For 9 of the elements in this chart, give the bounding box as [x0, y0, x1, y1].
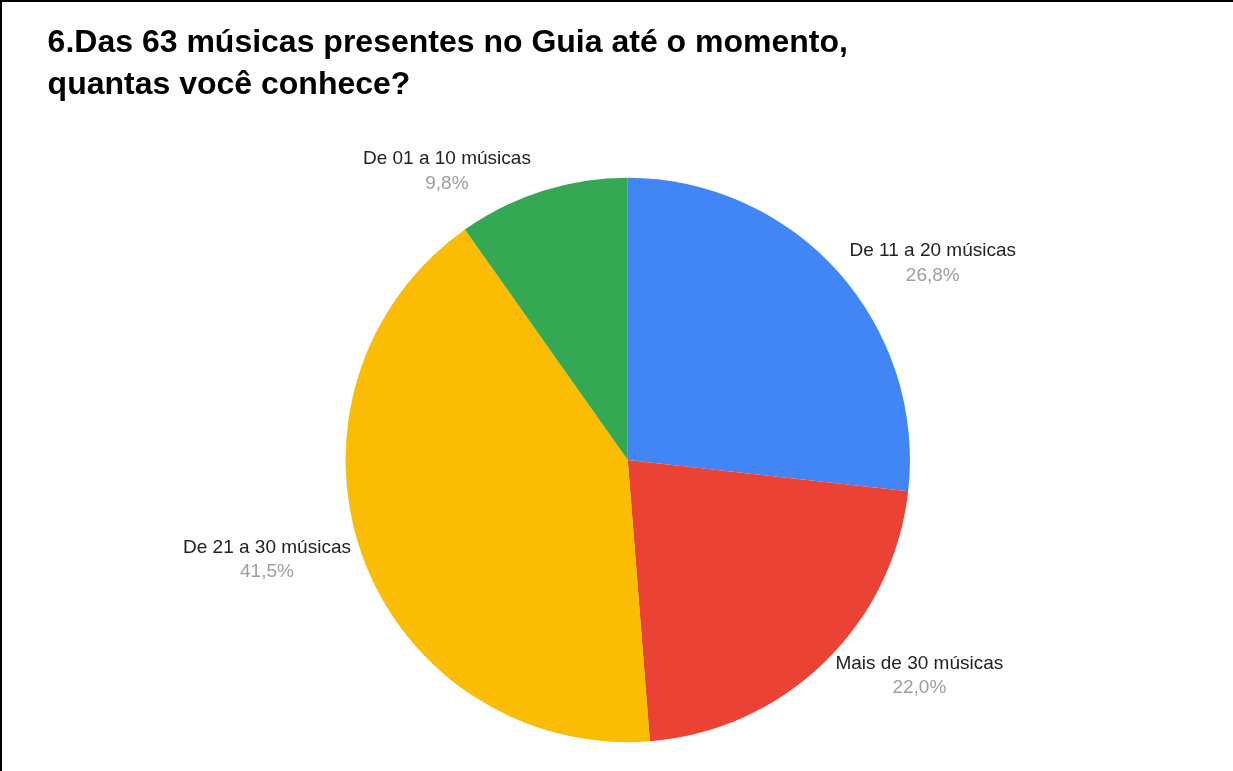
- slice-label: De 21 a 30 músicas: [183, 535, 351, 557]
- data-label: 22,0%: [892, 676, 947, 698]
- data-label: 9,8%: [425, 172, 469, 194]
- slice-label: Mais de 30 músicas: [835, 651, 1004, 673]
- data-label: 41,5%: [240, 560, 295, 582]
- data-label: 26,8%: [905, 263, 960, 285]
- chart-title: 6.Das 63 músicas presentes no Guia até o momento, quantas você conhece?: [47, 23, 848, 101]
- slice-label: De 01 a 10 músicas: [362, 147, 531, 169]
- slice-label: De 11 a 20 músicas: [849, 238, 1017, 260]
